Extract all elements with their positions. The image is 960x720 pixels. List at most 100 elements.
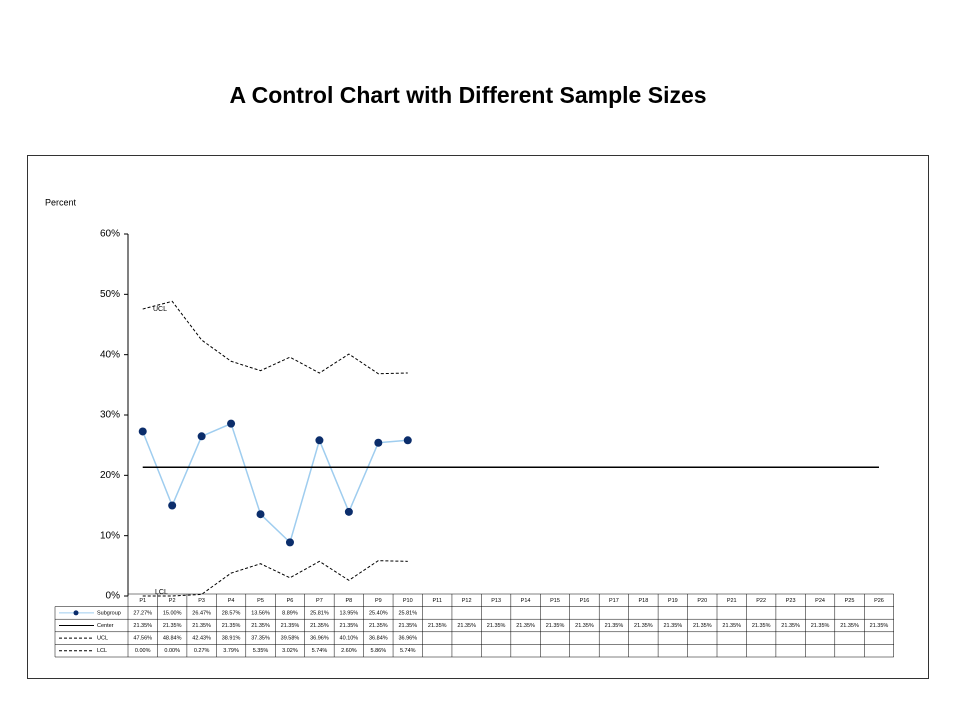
y-tick-label: 10% <box>100 530 120 541</box>
annotation: LCL <box>155 589 168 596</box>
data-label: 21.35% <box>192 623 211 629</box>
x-tick-label: P22 <box>756 598 766 604</box>
y-tick-label: 20% <box>100 470 120 481</box>
data-label: 48.84% <box>163 636 182 642</box>
data-label: 3.79% <box>223 648 239 654</box>
data-label: 21.35% <box>251 623 270 629</box>
data-label: 21.35% <box>575 623 594 629</box>
data-label: 36.84% <box>369 636 388 642</box>
series-line <box>142 300 408 375</box>
data-label: 37.35% <box>251 636 270 642</box>
data-label: 21.35% <box>163 623 182 629</box>
data-label: 5.35% <box>253 648 269 654</box>
x-tick-label: P13 <box>491 598 501 604</box>
data-label: 21.35% <box>457 623 476 629</box>
data-label: 3.02% <box>282 648 298 654</box>
chart-frame <box>27 155 929 679</box>
data-label: 15.00% <box>163 610 182 616</box>
data-label: 21.35% <box>310 623 329 629</box>
data-label: 21.35% <box>281 623 300 629</box>
data-label: 2.60% <box>341 648 357 654</box>
data-point <box>138 427 147 436</box>
legend-label: LCL <box>97 648 107 654</box>
x-tick-label: P9 <box>375 598 382 604</box>
data-label: 21.35% <box>781 623 800 629</box>
x-tick-label: P1 <box>139 598 146 604</box>
legend-label: Center <box>97 623 114 629</box>
data-point <box>315 436 324 445</box>
data-label: 38.91% <box>222 636 241 642</box>
x-tick-label: P26 <box>874 598 884 604</box>
x-tick-label: P3 <box>198 598 205 604</box>
data-label: 42.43% <box>192 636 211 642</box>
data-label: 36.96% <box>398 636 417 642</box>
data-point <box>197 432 206 441</box>
data-label: 39.58% <box>281 636 300 642</box>
data-label: 36.96% <box>310 636 329 642</box>
data-label: 26.47% <box>192 610 211 616</box>
x-tick-label: P12 <box>462 598 472 604</box>
x-tick-label: P8 <box>346 598 353 604</box>
x-tick-label: P21 <box>727 598 737 604</box>
data-label: 21.35% <box>722 623 741 629</box>
annotation: UCL <box>153 306 167 313</box>
legend-label: Subgroup <box>97 610 121 616</box>
data-label: 21.35% <box>605 623 624 629</box>
chart-title: A Control Chart with Different Sample Si… <box>229 82 706 108</box>
data-label: 21.35% <box>840 623 859 629</box>
series-line <box>142 560 408 597</box>
data-label: 8.89% <box>282 610 298 616</box>
data-label: 21.35% <box>340 623 359 629</box>
x-tick-label: P14 <box>521 598 531 604</box>
series-line <box>142 422 408 544</box>
y-tick-label: 50% <box>100 289 120 300</box>
data-label: 0.00% <box>164 648 180 654</box>
data-label: 21.35% <box>487 623 506 629</box>
x-tick-label: P19 <box>668 598 678 604</box>
legend-marker <box>73 610 79 616</box>
data-label: 5.74% <box>400 648 416 654</box>
x-tick-label: P5 <box>257 598 264 604</box>
y-tick-label: 40% <box>100 349 120 360</box>
x-tick-label: P25 <box>845 598 855 604</box>
data-label: 21.35% <box>369 623 388 629</box>
x-tick-label: P7 <box>316 598 323 604</box>
data-label: 21.35% <box>546 623 565 629</box>
data-label: 25.81% <box>398 610 417 616</box>
data-point <box>227 419 236 428</box>
data-label: 25.40% <box>369 610 388 616</box>
data-label: 21.35% <box>752 623 771 629</box>
data-label: 21.35% <box>811 623 830 629</box>
x-tick-label: P4 <box>228 598 235 604</box>
data-label: 40.10% <box>340 636 359 642</box>
x-tick-label: P24 <box>815 598 825 604</box>
x-tick-label: P10 <box>403 598 413 604</box>
data-label: 21.35% <box>516 623 535 629</box>
data-point <box>403 436 412 445</box>
x-tick-label: P11 <box>433 598 442 604</box>
data-label: 27.27% <box>133 610 152 616</box>
y-tick-label: 30% <box>100 410 120 421</box>
data-label: 21.35% <box>222 623 241 629</box>
x-tick-label: P16 <box>580 598 590 604</box>
x-tick-label: P15 <box>550 598 560 604</box>
y-tick-label: 0% <box>106 591 121 602</box>
data-point <box>285 538 294 547</box>
data-label: 28.57% <box>222 610 241 616</box>
data-label: 13.56% <box>251 610 270 616</box>
x-tick-label: P17 <box>609 598 619 604</box>
data-label: 21.35% <box>663 623 682 629</box>
data-label: 0.00% <box>135 648 151 654</box>
x-tick-label: P2 <box>169 598 176 604</box>
y-tick-label: 60% <box>100 229 120 240</box>
data-label: 5.86% <box>371 648 387 654</box>
data-label: 21.35% <box>133 623 152 629</box>
x-tick-label: P23 <box>786 598 796 604</box>
data-point <box>374 438 383 447</box>
data-label: 47.56% <box>133 636 152 642</box>
legend-label: UCL <box>97 636 108 642</box>
data-label: 25.81% <box>310 610 329 616</box>
data-point <box>256 510 265 519</box>
data-label: 21.35% <box>693 623 712 629</box>
